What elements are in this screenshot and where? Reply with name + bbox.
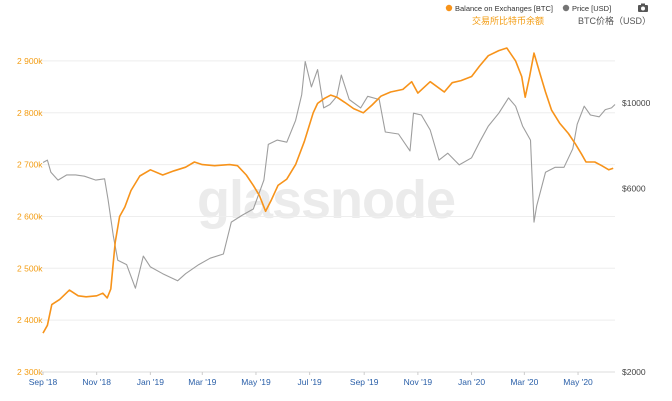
x-tick-label: Jan '20: [458, 377, 485, 387]
y-left-tick-label: 2 800k: [17, 108, 43, 118]
x-tick-label: Sep '19: [350, 377, 379, 387]
legend-balance-marker: [445, 4, 453, 12]
y-right-tick-label: $2000: [622, 367, 646, 377]
x-tick-label: Nov '19: [404, 377, 433, 387]
legend-balance-label: Balance on Exchanges [BTC]: [455, 4, 553, 13]
y-left-tick-label: 2 300k: [17, 367, 43, 377]
legend-price-marker: [562, 4, 570, 12]
y-left-tick-label: 2 600k: [17, 211, 43, 221]
legend: Balance on Exchanges [BTC] Price [USD] 交…: [445, 3, 651, 26]
x-tick-label: Mar '19: [188, 377, 216, 387]
legend-price-cn: BTC价格（USD）: [578, 15, 651, 26]
y-axis-right: $2000 $6000 $10000: [622, 98, 651, 377]
camera-icon[interactable]: [638, 3, 648, 13]
x-tick-label: Mar '20: [510, 377, 538, 387]
legend-balance-cn: 交易所比特币余额: [472, 15, 544, 26]
x-tick-label: Sep '18: [29, 377, 58, 387]
y-left-tick-label: 2 700k: [17, 160, 43, 170]
balance-line: [42, 47, 614, 334]
series-lines: [42, 47, 616, 334]
y-left-tick-label: 2 500k: [17, 263, 43, 273]
gridlines: [38, 60, 615, 373]
x-axis: Sep '18 Nov '18 Jan '19 Mar '19 May '19 Jul '…: [29, 371, 615, 387]
x-tick-label: Jan '19: [137, 377, 164, 387]
price-line: [42, 60, 616, 289]
watermark: glassnode: [197, 170, 455, 230]
y-right-tick-label: $10000: [622, 98, 651, 108]
y-axis-left: 2 300k 2 400k 2 500k 2 600k 2 700k 2 800k 2 90…: [17, 56, 43, 377]
x-tick-label: May '19: [241, 377, 271, 387]
legend-price-label: Price [USD]: [572, 4, 611, 13]
y-left-tick-label: 2 400k: [17, 315, 43, 325]
x-tick-label: May '20: [563, 377, 593, 387]
y-right-tick-label: $6000: [622, 183, 646, 193]
y-left-tick-label: 2 900k: [17, 56, 43, 66]
x-tick-label: Jul '19: [297, 377, 322, 387]
x-tick-label: Nov '18: [82, 377, 111, 387]
